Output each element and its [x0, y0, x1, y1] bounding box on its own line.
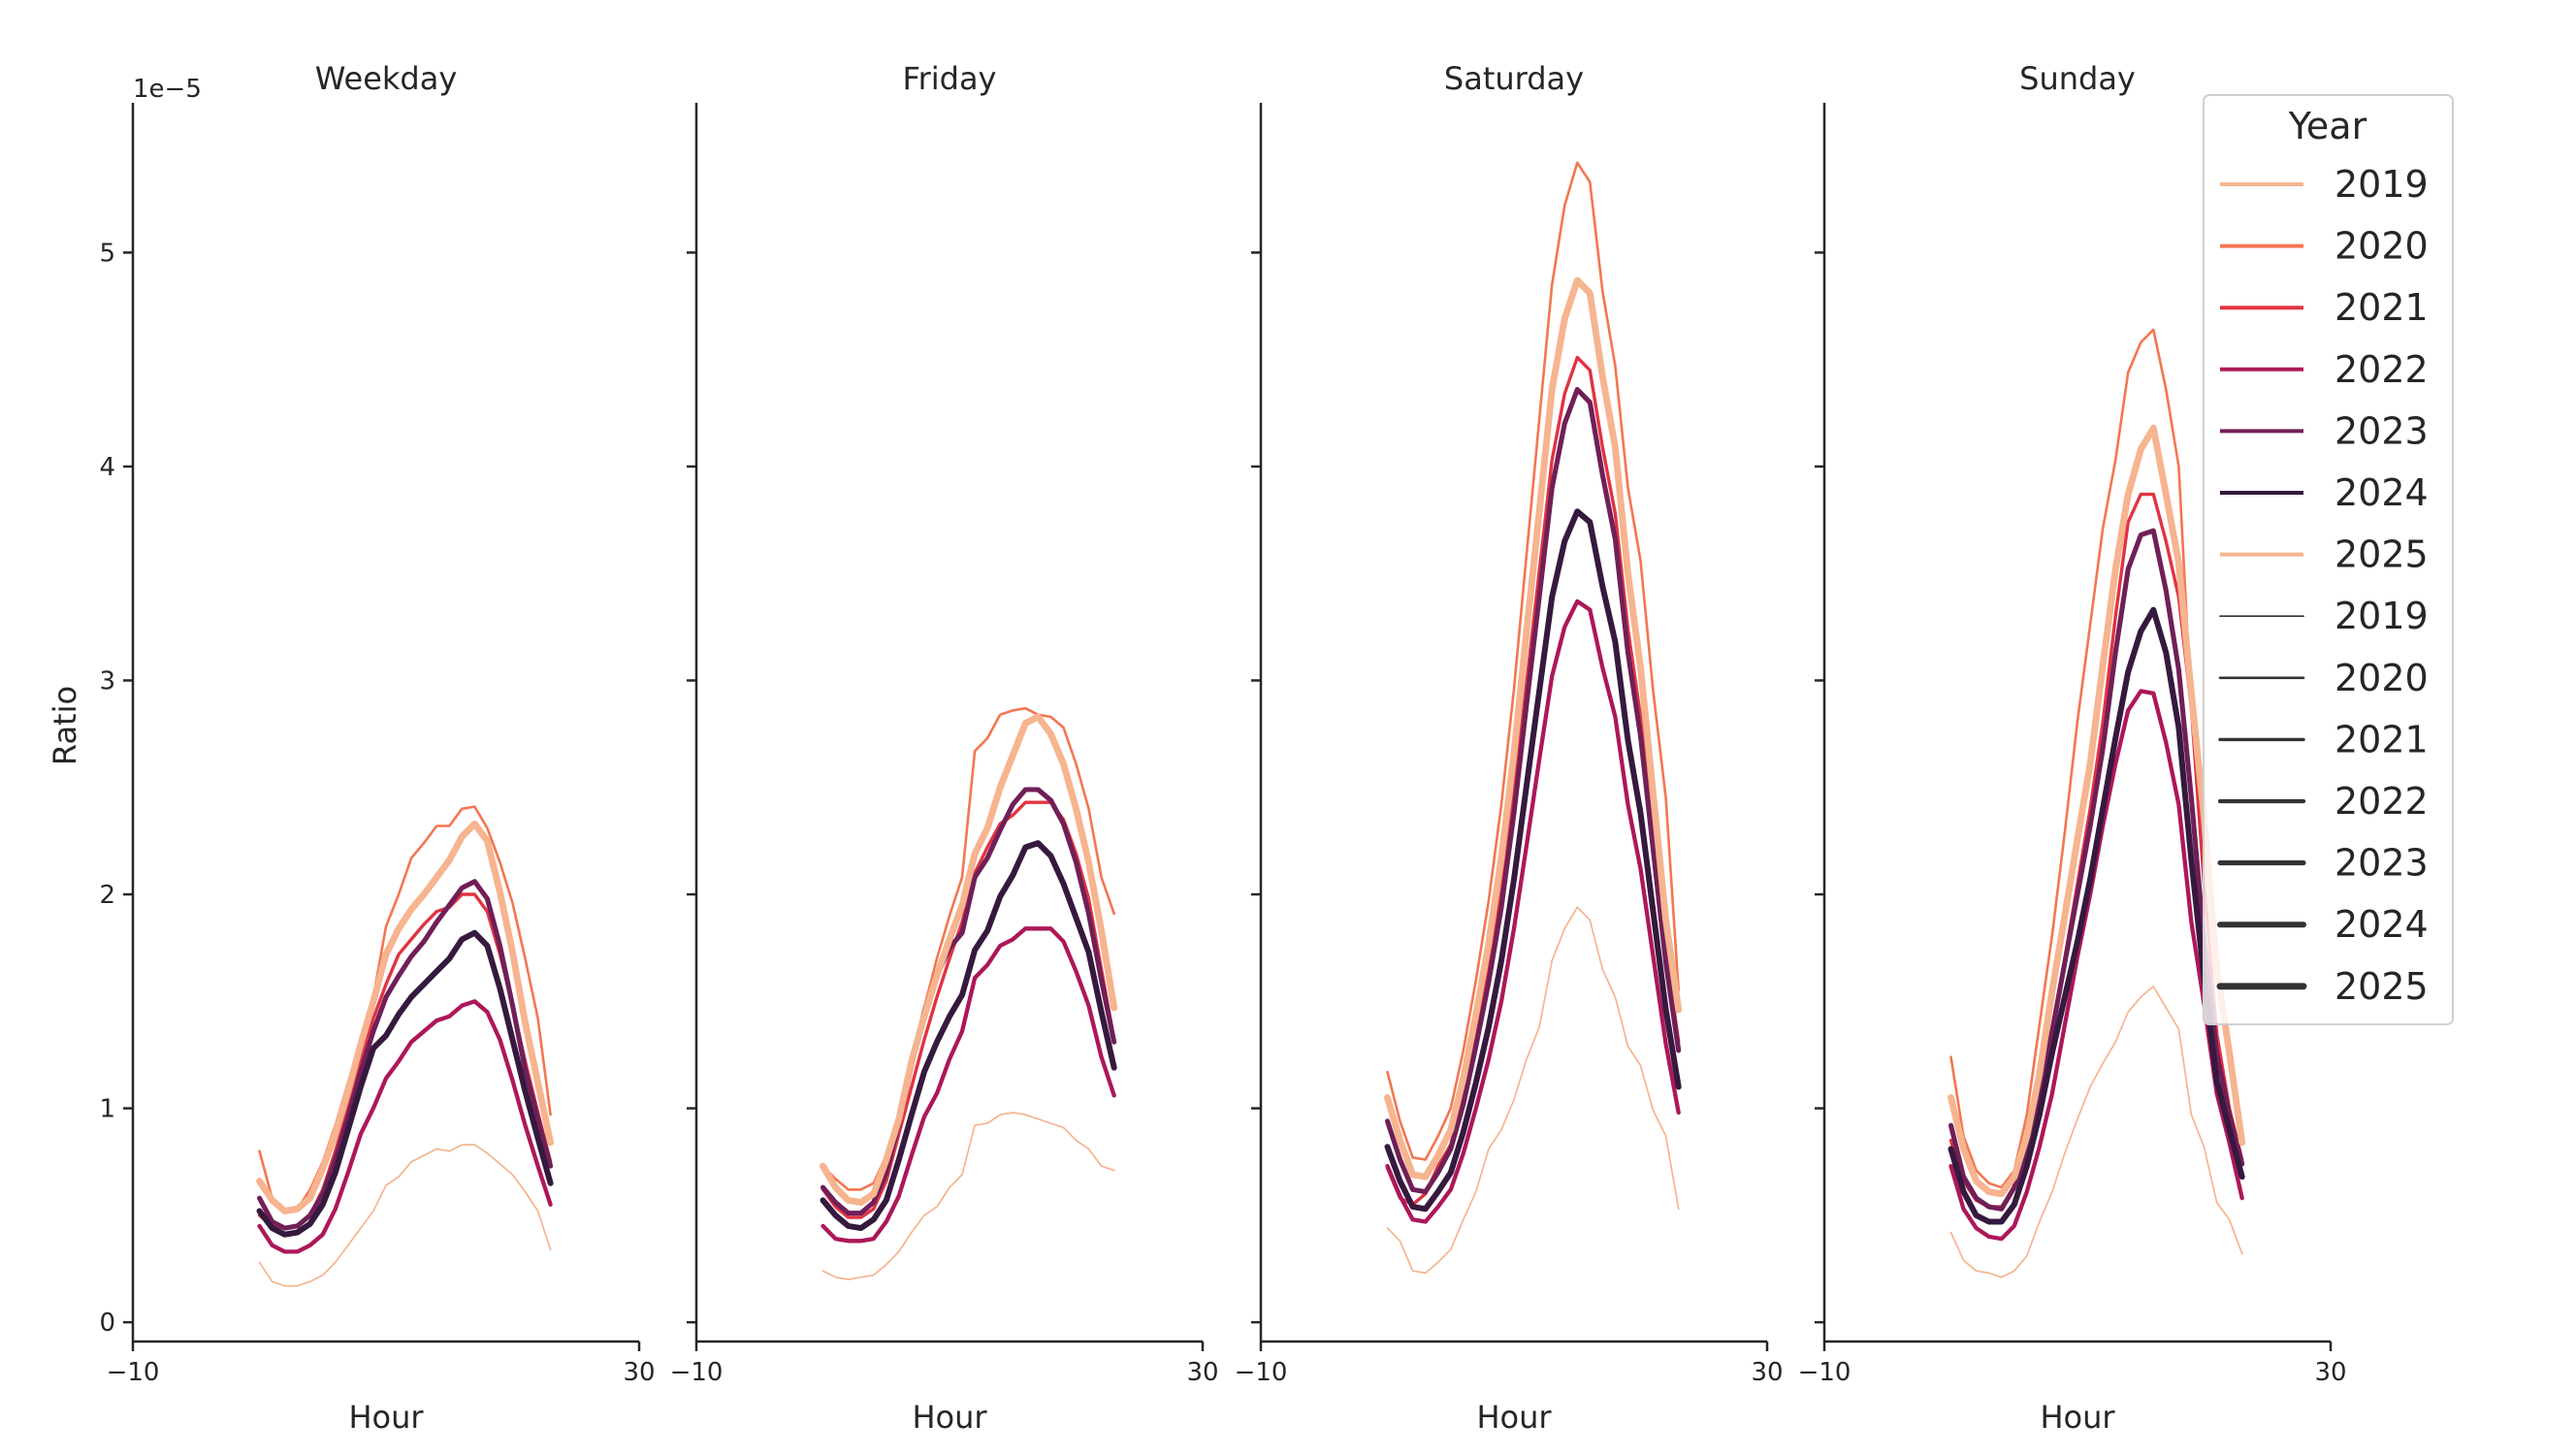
series-line-2025 [820, 713, 1118, 1207]
series-line-2020 [821, 706, 1115, 1191]
series-line-2024 [256, 929, 554, 1238]
series-line-2021 [1385, 355, 1681, 1207]
legend-item-size-2020: 2020 [2218, 657, 2429, 699]
y-tick-label: 3 [99, 666, 115, 695]
y-tick-label: 2 [99, 881, 115, 910]
x-tick-label: −10 [107, 1358, 160, 1387]
y-tick-label: 4 [99, 453, 115, 482]
panel-title: Saturday [1444, 60, 1584, 97]
series-line-2023 [1948, 528, 2245, 1212]
legend-label: 2024 [2334, 903, 2429, 946]
panel-friday: −10 30 Friday Hour [670, 60, 1219, 1436]
series-line-2024 [1384, 508, 1682, 1212]
legend-item-size-2025: 2025 [2216, 965, 2429, 1008]
legend-label: 2021 [2334, 718, 2429, 760]
legend-label: 2019 [2334, 163, 2429, 206]
series-line-2023 [1384, 386, 1682, 1195]
x-tick-label: 30 [623, 1358, 655, 1387]
series-line-2020 [258, 805, 552, 1212]
legend-item-size-2024: 2024 [2217, 903, 2429, 946]
series-line-2022 [257, 999, 553, 1254]
legend-item-size-2019: 2019 [2219, 595, 2429, 637]
legend-item-hue-2023: 2023 [2220, 409, 2429, 452]
y-tick-label: 5 [99, 239, 115, 268]
series-line-2019 [1949, 986, 2243, 1278]
legend-item-hue-2019: 2019 [2220, 163, 2429, 206]
legend-item-hue-2022: 2022 [2220, 348, 2429, 391]
legend-label: 2023 [2334, 409, 2429, 452]
legend-item-hue-2025: 2025 [2220, 534, 2429, 576]
series-line-2019 [821, 1112, 1115, 1280]
legend-label: 2020 [2334, 225, 2429, 268]
series-line-2022 [821, 926, 1116, 1244]
legend-label: 2020 [2334, 657, 2429, 699]
legend-label: 2025 [2334, 534, 2429, 576]
series-line-2025 [1948, 424, 2246, 1198]
series-line-2023 [820, 787, 1117, 1216]
legend-box [2203, 94, 2454, 1025]
legend-label: 2022 [2334, 780, 2429, 823]
y-offset-label: 1e−5 [133, 75, 202, 104]
legend-label: 2021 [2334, 286, 2429, 329]
series-line-2024 [820, 840, 1117, 1232]
legend-label: 2025 [2334, 965, 2429, 1008]
legend-title: Year [2288, 105, 2367, 147]
x-axis-label: Hour [2040, 1399, 2115, 1436]
series-line-2025 [1384, 276, 1683, 1180]
legend-item-size-2021: 2021 [2218, 718, 2429, 760]
legend-item-size-2023: 2023 [2217, 842, 2429, 885]
legend-item-hue-2024: 2024 [2220, 471, 2429, 514]
x-axis-label: Hour [1476, 1399, 1552, 1436]
series-line-2022 [1385, 598, 1681, 1224]
x-tick-label: 30 [1186, 1358, 1218, 1387]
panel-title: Weekday [315, 60, 458, 97]
x-tick-label: −10 [670, 1358, 724, 1387]
series-line-2023 [256, 879, 554, 1231]
x-axis-label: Hour [912, 1399, 987, 1436]
panel-title: Friday [903, 60, 997, 97]
panel-weekday: 0 1 2 3 4 5 −10 30 Weekday Hour Ratio 1e−5 [47, 60, 656, 1436]
series-line-2020 [1386, 161, 1680, 1161]
y-tick-label: 1 [99, 1095, 115, 1124]
panel-saturday: −10 30 Saturday Hour [1235, 60, 1784, 1436]
x-axis-label: Hour [348, 1399, 424, 1436]
y-tick-label: 0 [99, 1309, 115, 1338]
panel-title: Sunday [2019, 60, 2136, 97]
legend-label: 2019 [2334, 595, 2429, 637]
legend-item-hue-2020: 2020 [2220, 225, 2429, 268]
series-line-2019 [1386, 906, 1680, 1275]
series-line-2024 [1948, 606, 2245, 1225]
legend: Year 2019 2020 2021 2022 2023 2024 2025 2019 202… [2203, 94, 2454, 1025]
legend-item-hue-2021: 2021 [2220, 286, 2429, 329]
series-line-2019 [258, 1144, 552, 1287]
series-line-2025 [256, 820, 555, 1214]
series-group [1384, 161, 1683, 1275]
x-tick-label: 30 [1751, 1358, 1783, 1387]
y-axis-label: Ratio [47, 686, 83, 765]
legend-label: 2023 [2334, 842, 2429, 885]
legend-label: 2024 [2334, 471, 2429, 514]
x-tick-label: −10 [1798, 1358, 1852, 1387]
x-tick-label: 30 [2314, 1358, 2346, 1387]
legend-item-size-2022: 2022 [2217, 780, 2429, 823]
legend-label: 2022 [2334, 348, 2429, 391]
panel-sunday: −10 30 Sunday Hour [1798, 60, 2347, 1436]
series-group [1948, 328, 2246, 1278]
series-group [820, 706, 1118, 1280]
series-group [256, 805, 555, 1287]
x-tick-label: −10 [1235, 1358, 1288, 1387]
